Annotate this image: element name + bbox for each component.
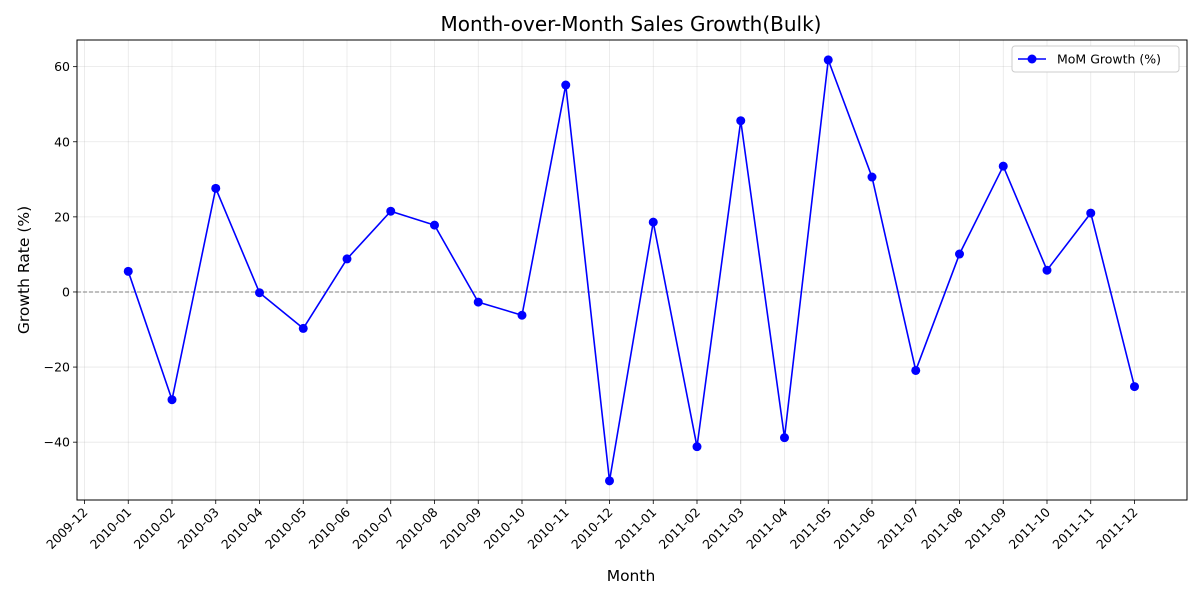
data-point bbox=[386, 206, 396, 216]
data-point bbox=[561, 80, 571, 90]
x-tick-label: 2010-06 bbox=[306, 504, 354, 552]
x-tick-label: 2011-03 bbox=[699, 505, 747, 553]
x-tick-label: 2011-06 bbox=[831, 504, 879, 552]
y-axis-label: Growth Rate (%) bbox=[15, 206, 33, 334]
axes-frame bbox=[76, 39, 1188, 501]
chart-title: Month-over-Month Sales Growth(Bulk) bbox=[441, 12, 822, 36]
x-tick-label: 2011-12 bbox=[1093, 505, 1141, 553]
data-point bbox=[823, 55, 833, 65]
data-point bbox=[780, 433, 789, 443]
data-point bbox=[1086, 208, 1096, 218]
y-tick-label: 40 bbox=[54, 134, 70, 149]
data-point bbox=[298, 323, 308, 333]
x-tick-label: 2010-09 bbox=[437, 504, 485, 552]
legend: MoM Growth (%) bbox=[1011, 45, 1180, 73]
data-point bbox=[1042, 265, 1052, 275]
x-tick-label: 2010-02 bbox=[131, 505, 179, 553]
data-point bbox=[736, 116, 746, 126]
y-tick-label: 0 bbox=[62, 284, 70, 299]
x-tick-label: 2010-05 bbox=[262, 505, 310, 553]
data-point bbox=[342, 254, 352, 264]
data-point bbox=[123, 266, 133, 276]
data-point bbox=[605, 476, 614, 486]
x-tick-label: 2010-08 bbox=[393, 504, 441, 552]
legend-label: MoM Growth (%) bbox=[1057, 52, 1161, 67]
x-tick-label: 2010-03 bbox=[174, 505, 222, 553]
y-axis-ticks: −40 −20 0 20 40 60 bbox=[44, 59, 77, 450]
data-point bbox=[1130, 382, 1139, 392]
data-point bbox=[692, 442, 702, 452]
series-line bbox=[127, 59, 1136, 482]
series-layer bbox=[123, 55, 1139, 486]
x-tick-label: 2010-11 bbox=[524, 505, 572, 553]
x-axis-ticks: 2009-122010-012010-022010-032010-042010-… bbox=[43, 500, 1141, 552]
data-point bbox=[955, 249, 964, 259]
x-tick-label: 2011-07 bbox=[874, 505, 922, 553]
y-tick-label: 60 bbox=[54, 59, 70, 74]
data-point bbox=[648, 217, 658, 227]
x-tick-label: 2010-12 bbox=[568, 505, 616, 553]
data-point bbox=[211, 183, 221, 193]
data-point bbox=[517, 310, 527, 320]
data-point bbox=[255, 288, 264, 298]
y-tick-label: 20 bbox=[54, 209, 70, 224]
grid bbox=[77, 40, 1187, 500]
x-tick-label: 2011-05 bbox=[787, 505, 835, 553]
x-tick-label: 2011-02 bbox=[656, 505, 704, 553]
x-axis-label: Month bbox=[607, 567, 656, 585]
data-point bbox=[167, 395, 177, 405]
x-tick-label: 2011-01 bbox=[612, 505, 660, 553]
data-point bbox=[998, 161, 1008, 171]
legend-box bbox=[1011, 45, 1180, 73]
x-tick-label: 2009-12 bbox=[43, 505, 91, 553]
x-tick-label: 2010-07 bbox=[349, 505, 397, 553]
data-point bbox=[473, 297, 483, 307]
legend-marker-swatch bbox=[1027, 54, 1037, 64]
x-tick-label: 2011-08 bbox=[918, 504, 966, 552]
x-tick-label: 2011-09 bbox=[962, 504, 1010, 552]
y-tick-label: −40 bbox=[44, 435, 70, 450]
y-tick-label: −20 bbox=[44, 360, 70, 375]
data-point bbox=[867, 172, 877, 182]
x-tick-label: 2010-04 bbox=[218, 504, 266, 552]
data-point bbox=[911, 365, 921, 375]
x-tick-label: 2011-10 bbox=[1006, 504, 1054, 552]
x-tick-label: 2010-10 bbox=[481, 504, 529, 552]
data-point bbox=[430, 220, 439, 230]
x-tick-label: 2010-01 bbox=[87, 505, 135, 553]
x-tick-label: 2011-04 bbox=[743, 504, 791, 552]
x-tick-label: 2011-11 bbox=[1049, 505, 1097, 553]
